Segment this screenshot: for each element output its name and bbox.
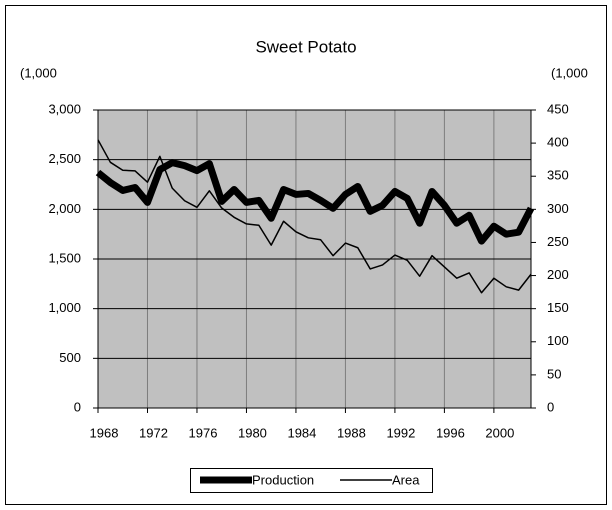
- y2-tick-label: 100: [547, 333, 569, 348]
- y2-tick-label: 450: [547, 101, 569, 116]
- y-axis-label: (1,000: [20, 65, 57, 80]
- y-tick-label: 2,000: [48, 201, 81, 216]
- y-tick-label: 0: [74, 399, 81, 414]
- data-line: [97, 139, 532, 294]
- y2-tick-label: 400: [547, 135, 569, 150]
- y2-axis-label: (1,000: [551, 65, 588, 80]
- x-tick-label: 1968: [90, 425, 119, 440]
- y-tick-label: 1,000: [48, 300, 81, 315]
- y-tick-label: 500: [59, 350, 81, 365]
- x-tick-label: 1984: [287, 425, 316, 440]
- chart-title: Sweet Potato: [255, 37, 356, 56]
- legend-label: Production: [252, 472, 314, 487]
- y2-tick-label: 200: [547, 267, 569, 282]
- x-tick-label: 1980: [238, 425, 267, 440]
- x-tick-label: 1996: [436, 425, 465, 440]
- y-tick-label: 1,500: [48, 250, 81, 265]
- y-tick-label: 3,000: [48, 101, 81, 116]
- x-tick-label: 1992: [386, 425, 415, 440]
- y2-tick-label: 150: [547, 300, 569, 315]
- y2-tick-label: 250: [547, 234, 569, 249]
- y2-tick-label: 300: [547, 201, 569, 216]
- y2-tick-label: 350: [547, 168, 569, 183]
- y2-tick-label: 0: [547, 399, 554, 414]
- data-line: [95, 159, 535, 245]
- x-tick-label: 2000: [485, 425, 514, 440]
- legend-label: Area: [392, 472, 420, 487]
- x-tick-label: 1972: [139, 425, 168, 440]
- y2-tick-label: 50: [547, 366, 561, 381]
- x-tick-label: 1976: [189, 425, 218, 440]
- x-tick-label: 1988: [337, 425, 366, 440]
- y-tick-label: 2,500: [48, 151, 81, 166]
